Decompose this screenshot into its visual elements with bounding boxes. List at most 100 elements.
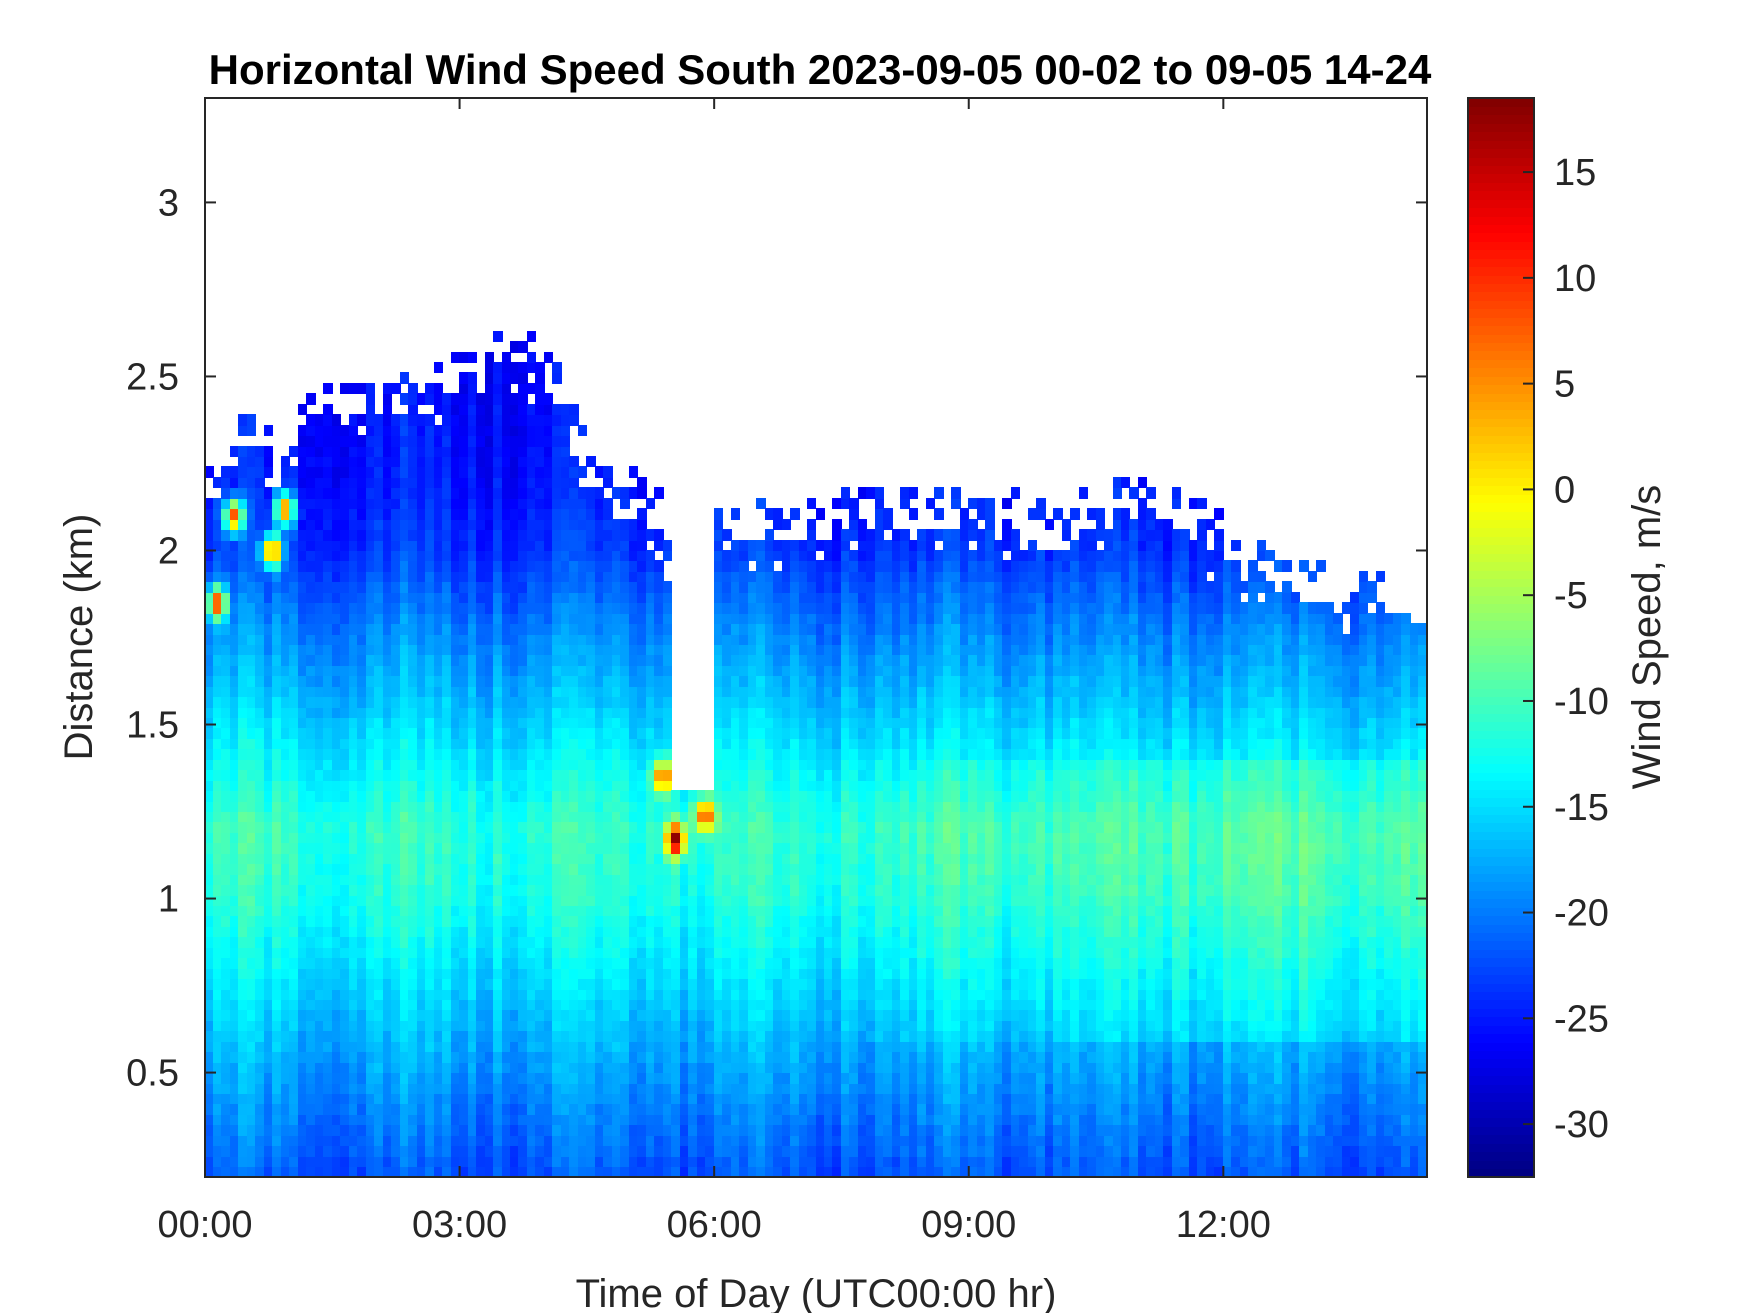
heatmap-cell	[400, 613, 409, 624]
heatmap-cell	[476, 947, 486, 958]
heatmap-cell	[332, 978, 341, 990]
heatmap-cell	[391, 1051, 401, 1063]
heatmap-cell	[451, 1093, 460, 1104]
heatmap-cell	[756, 1062, 766, 1073]
heatmap-cell	[527, 1166, 536, 1177]
heatmap-cell	[272, 1041, 282, 1052]
heatmap-cell	[654, 801, 664, 812]
heatmap-cell	[773, 1145, 783, 1157]
heatmap-cell	[502, 508, 511, 520]
heatmap-cell	[680, 926, 689, 937]
heatmap-cell	[646, 926, 655, 937]
heatmap-cell	[459, 414, 469, 426]
heatmap-cell	[383, 1156, 392, 1167]
heatmap-cell	[824, 863, 833, 875]
heatmap-cell	[374, 571, 384, 582]
heatmap-cell	[434, 1114, 443, 1125]
heatmap-cell	[400, 738, 409, 749]
heatmap-cell	[527, 978, 536, 990]
heatmap-cell	[332, 540, 341, 551]
heatmap-cell	[425, 853, 435, 864]
heatmap-cell	[476, 874, 486, 885]
heatmap-cell	[807, 853, 816, 864]
heatmap-cell	[612, 613, 621, 624]
heatmap-cell	[332, 1072, 341, 1084]
heatmap-cell	[298, 1051, 307, 1063]
heatmap-cell	[654, 1041, 664, 1052]
heatmap-cell	[451, 1124, 460, 1136]
heatmap-cell	[298, 884, 307, 896]
heatmap-cell	[289, 853, 299, 864]
heatmap-cell	[468, 769, 477, 781]
heatmap-cell	[518, 519, 528, 530]
heatmap-cell	[518, 748, 528, 760]
heatmap-cell	[527, 989, 536, 1000]
heatmap-cell	[400, 863, 409, 875]
heatmap-cell	[374, 759, 384, 770]
heatmap-cell	[366, 1041, 375, 1052]
heatmap-cell	[552, 414, 562, 426]
heatmap-cell	[824, 1020, 833, 1031]
heatmap-cell	[357, 1114, 367, 1125]
heatmap-cell	[680, 790, 689, 802]
heatmap-cell	[493, 634, 503, 645]
heatmap-cell	[425, 978, 435, 990]
heatmap-cell	[366, 581, 375, 593]
heatmap-cell	[332, 968, 341, 979]
heatmap-cell	[366, 425, 375, 436]
heatmap-cell	[773, 696, 783, 708]
heatmap-cell	[646, 592, 655, 603]
heatmap-cell	[748, 759, 757, 770]
heatmap-cell	[544, 926, 553, 937]
heatmap-cell	[569, 654, 579, 666]
heatmap-cell	[485, 581, 494, 593]
heatmap-cell	[671, 895, 681, 906]
heatmap-cell	[493, 1114, 503, 1125]
heatmap-cell	[816, 581, 825, 593]
heatmap-cell	[561, 947, 570, 958]
heatmap-cell	[238, 1020, 248, 1031]
heatmap-cell	[289, 1166, 299, 1177]
heatmap-cell	[425, 456, 435, 467]
heatmap-cell	[544, 707, 553, 718]
heatmap-cell	[765, 707, 774, 718]
heatmap-cell	[620, 1041, 630, 1052]
heatmap-cell	[654, 738, 664, 749]
heatmap-cell	[680, 1030, 689, 1042]
heatmap-cell	[569, 738, 579, 749]
heatmap-cell	[306, 498, 316, 509]
heatmap-cell	[468, 790, 477, 802]
heatmap-cell	[459, 759, 469, 770]
heatmap-cell	[807, 769, 816, 781]
heatmap-cell	[705, 905, 715, 916]
heatmap-cell	[586, 498, 596, 509]
heatmap-cell	[569, 1103, 579, 1115]
heatmap-cell	[349, 675, 358, 687]
heatmap-cell	[544, 947, 553, 958]
heatmap-cell	[756, 602, 766, 614]
heatmap-cell	[357, 1124, 367, 1136]
heatmap-cell	[366, 550, 375, 561]
heatmap-cell	[790, 863, 800, 875]
heatmap-cell	[790, 1030, 800, 1042]
heatmap-cell	[799, 1124, 808, 1136]
heatmap-cell	[654, 790, 664, 802]
heatmap-cell	[485, 1030, 494, 1042]
heatmap-cell	[213, 1114, 222, 1125]
heatmap-cell	[782, 905, 791, 916]
heatmap-cell	[425, 665, 435, 676]
heatmap-cell	[646, 832, 655, 843]
heatmap-cell	[451, 1062, 460, 1073]
heatmap-cell	[714, 936, 723, 948]
heatmap-cell	[756, 581, 766, 593]
heatmap-cell	[442, 707, 452, 718]
heatmap-cell	[739, 602, 749, 614]
heatmap-cell	[646, 675, 655, 687]
heatmap-cell	[629, 1145, 638, 1157]
heatmap-cell	[680, 999, 689, 1010]
heatmap-cell	[417, 592, 426, 603]
heatmap-cell	[442, 1093, 452, 1104]
heatmap-cell	[629, 842, 638, 854]
heatmap-cell	[417, 623, 426, 635]
heatmap-cell	[748, 821, 757, 833]
